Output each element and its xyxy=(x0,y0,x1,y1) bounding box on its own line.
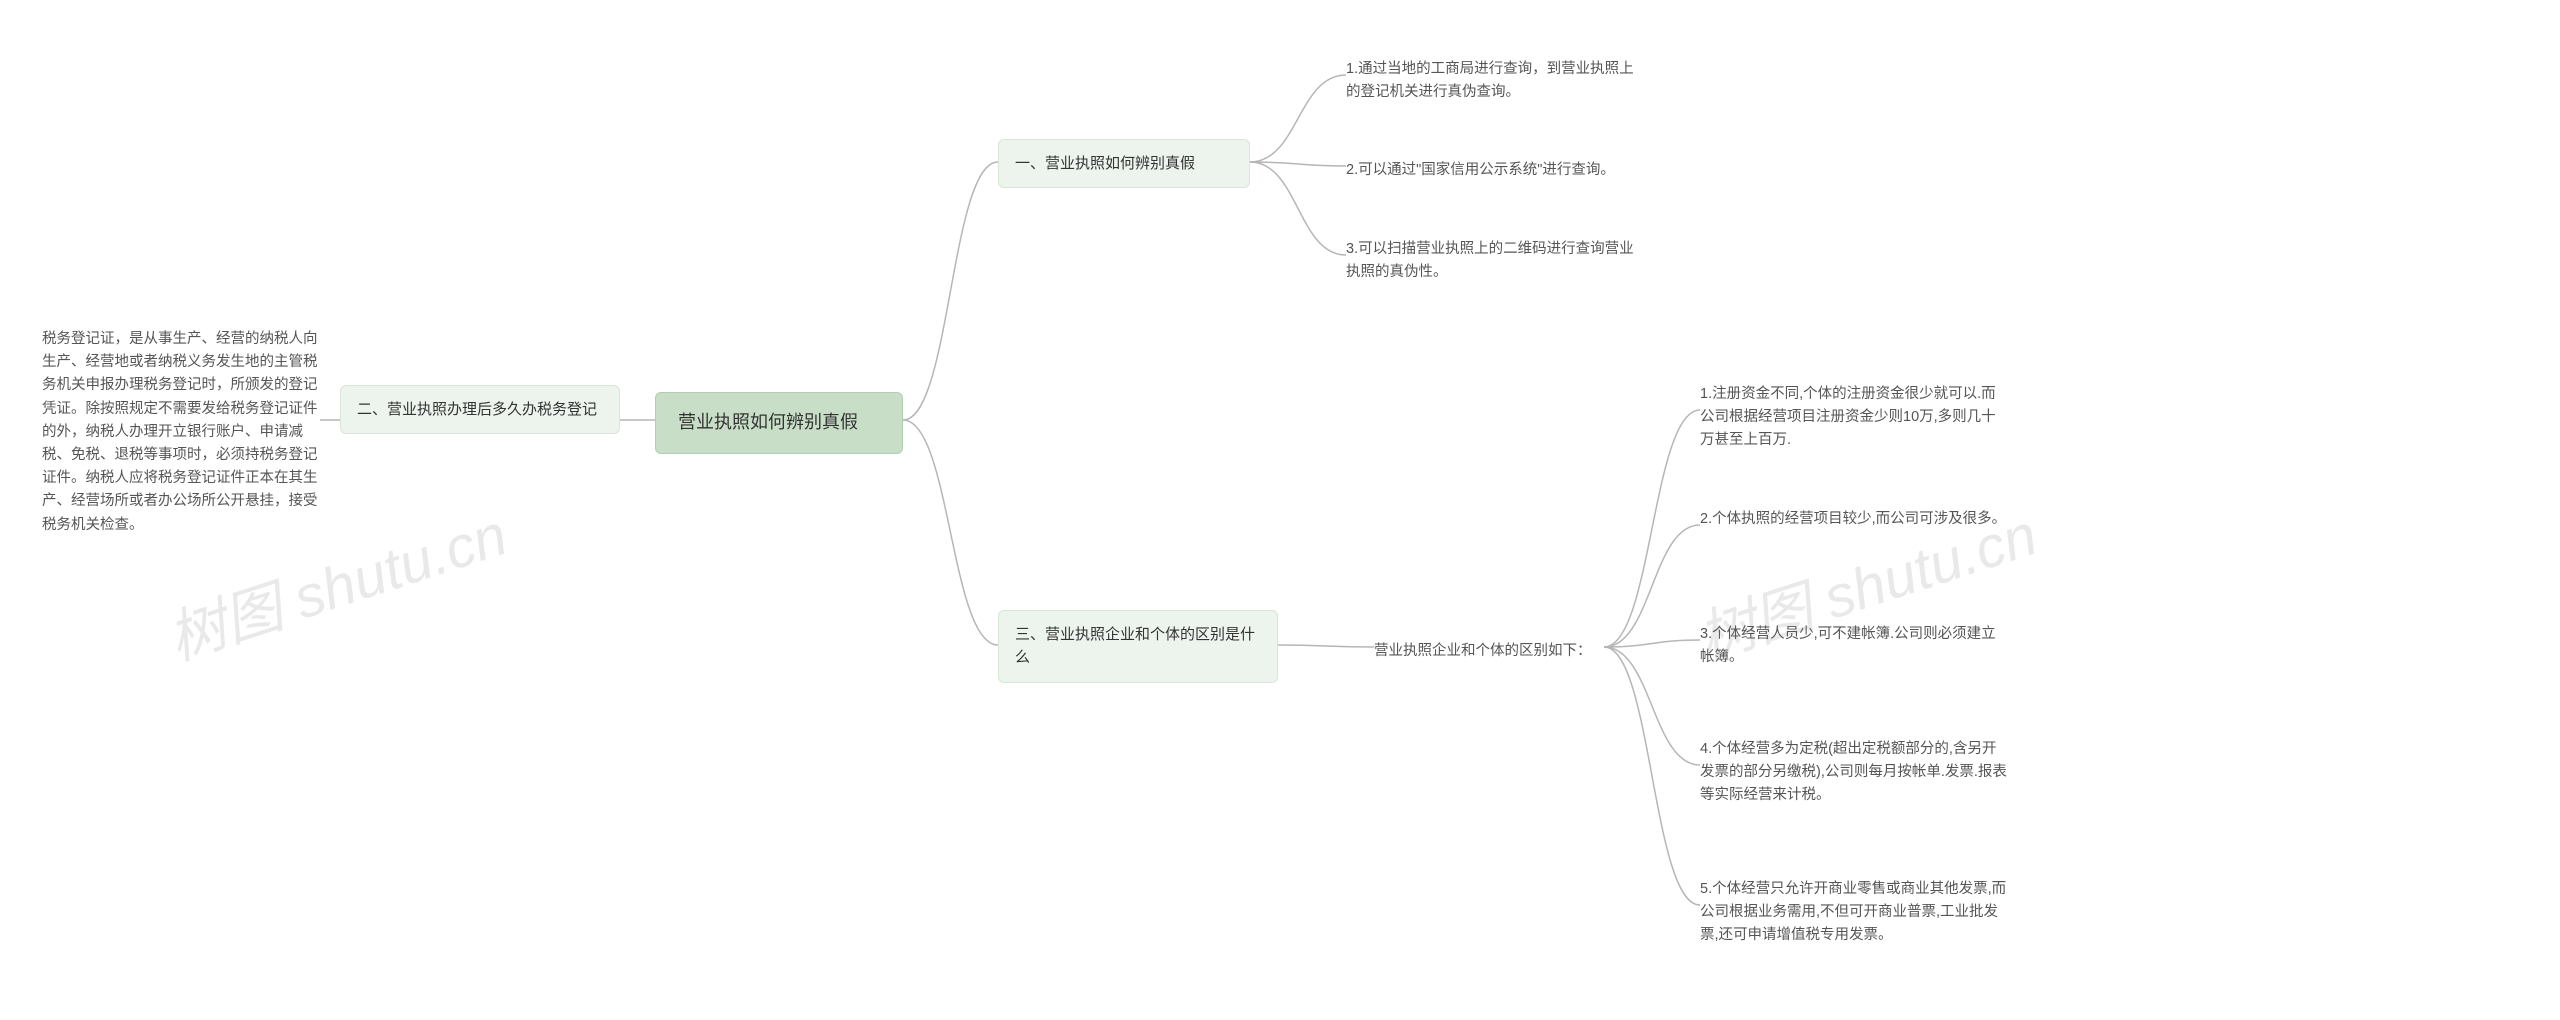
leaf-b1-2: 2.可以通过"国家信用公示系统"进行查询。 xyxy=(1346,151,1646,190)
leaf-b3-5: 5.个体经营只允许开商业零售或商业其他发票,而公司根据业务需用,不但可开商业普票… xyxy=(1700,870,2010,956)
root-node[interactable]: 营业执照如何辨别真假 xyxy=(655,392,903,454)
leaf-b1-3: 3.可以扫描营业执照上的二维码进行查询营业执照的真伪性。 xyxy=(1346,230,1646,292)
leaf-b3-3: 3.个体经营人员少,可不建帐簿.公司则必须建立帐簿。 xyxy=(1700,615,2010,677)
leaf-b3-4: 4.个体经营多为定税(超出定税额部分的,含另开发票的部分另缴税),公司则每月按帐… xyxy=(1700,730,2010,816)
leaf-b2-1: 税务登记证，是从事生产、经营的纳税人向生产、经营地或者纳税义务发生地的主管税务机… xyxy=(42,320,320,545)
branch-node-2[interactable]: 二、营业执照办理后多久办税务登记 xyxy=(340,385,620,434)
leaf-b1-1: 1.通过当地的工商局进行查询，到营业执照上的登记机关进行真伪查询。 xyxy=(1346,50,1646,112)
branch-node-1[interactable]: 一、营业执照如何辨别真假 xyxy=(998,139,1250,188)
leaf-b3-2: 2.个体执照的经营项目较少,而公司可涉及很多。 xyxy=(1700,500,2010,539)
branch-node-3[interactable]: 三、营业执照企业和个体的区别是什么 xyxy=(998,610,1278,683)
leaf-b3-1: 1.注册资金不同,个体的注册资金很少就可以.而公司根据经营项目注册资金少则10万… xyxy=(1700,375,2010,461)
leaf-b3-intro: 营业执照企业和个体的区别如下： xyxy=(1374,632,1604,671)
connector-layer xyxy=(0,0,2560,1020)
